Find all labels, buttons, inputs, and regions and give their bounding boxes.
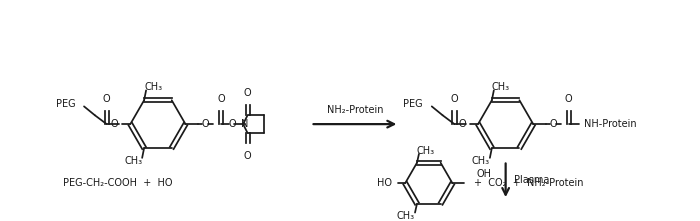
Text: CH₃: CH₃: [417, 146, 435, 156]
Text: OH: OH: [476, 169, 491, 179]
Text: CH₃: CH₃: [144, 82, 162, 92]
Text: O: O: [458, 119, 466, 129]
Text: +  CO₂  +  NH₂-Protein: + CO₂ + NH₂-Protein: [474, 178, 584, 188]
Text: CH₃: CH₃: [492, 82, 510, 92]
Text: PEG: PEG: [55, 99, 75, 109]
Text: PEG-CH₂-COOH  +  HO: PEG-CH₂-COOH + HO: [63, 178, 173, 188]
Text: HO: HO: [377, 178, 392, 188]
Text: O: O: [229, 119, 237, 129]
Text: N: N: [241, 119, 248, 129]
Text: CH₃: CH₃: [397, 211, 415, 221]
Text: O: O: [244, 88, 251, 97]
Text: O: O: [217, 94, 225, 104]
Text: PEG: PEG: [403, 99, 423, 109]
Text: CH₃: CH₃: [124, 156, 142, 166]
Text: O: O: [111, 119, 118, 129]
Text: O: O: [103, 94, 111, 104]
Text: NH-Protein: NH-Protein: [584, 119, 637, 129]
Text: O: O: [549, 119, 557, 129]
Text: O: O: [451, 94, 458, 104]
Text: Plasma: Plasma: [514, 175, 549, 185]
Text: O: O: [244, 151, 251, 161]
Text: CH₃: CH₃: [472, 156, 490, 166]
Text: O: O: [565, 94, 573, 104]
Text: O: O: [202, 119, 209, 129]
Text: NH₂-Protein: NH₂-Protein: [327, 105, 383, 115]
